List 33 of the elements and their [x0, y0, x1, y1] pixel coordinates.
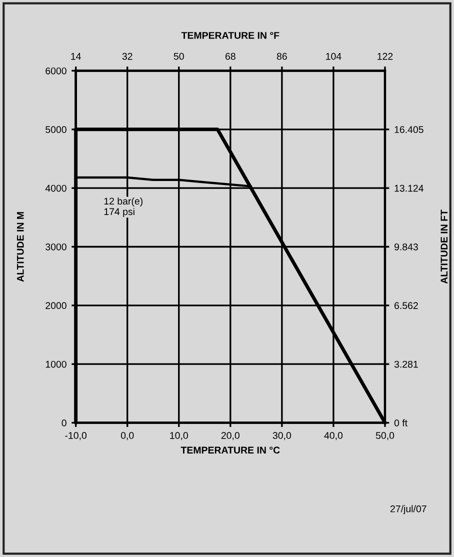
y-tick-label: 0: [62, 419, 66, 426]
x2-tick-label: 122: [378, 52, 393, 60]
y2-axis-title: ALTITUDE IN FT: [440, 210, 448, 284]
x-tick-label: -10,0: [65, 432, 87, 440]
y2-tick-label: 9.843: [394, 243, 418, 250]
x-tick-label: 50,0: [376, 432, 394, 440]
x2-tick-label: 68: [225, 52, 236, 60]
text: 27/jul/07: [390, 505, 426, 514]
x2-tick-label: 32: [122, 52, 132, 60]
x-axis-title: TEMPERATURE IN °C: [180, 446, 280, 454]
y2-tick-label: 16.405: [394, 126, 424, 134]
y-tick-label: 4000: [45, 184, 66, 192]
y-tick-label: 5000: [46, 126, 66, 134]
y-tick-label: 2000: [46, 302, 66, 310]
y-tick-label: 3000: [46, 243, 66, 250]
x-tick-label: 30,0: [272, 432, 292, 440]
y2-tick-label: 13.124: [394, 184, 424, 192]
y-tick-label: 6000: [46, 67, 66, 74]
x2-tick-label: 86: [276, 52, 287, 60]
x2-tick-label: 14: [71, 53, 81, 60]
x-tick-label: 10,0: [170, 432, 188, 440]
annotation: 12 bar(e) 174 psi: [104, 197, 142, 218]
x-tick-label: 40,0: [324, 432, 343, 440]
x2-tick-label: 104: [326, 52, 342, 60]
x2-axis-title: TEMPERATURE IN °F: [181, 32, 280, 39]
x-tick-label: 0,0: [120, 432, 134, 440]
x2-tick-label: 50: [174, 52, 184, 60]
y-axis-title: ALTITUDE IN M: [17, 212, 24, 282]
y-tick-label: 1000: [46, 360, 66, 368]
y2-tick-label: 6.562: [394, 302, 418, 310]
y2-tick-label: 0 ft: [394, 419, 408, 426]
y2-tick-label: 3.281: [394, 360, 418, 368]
x-tick-label: 20,0: [221, 432, 240, 440]
